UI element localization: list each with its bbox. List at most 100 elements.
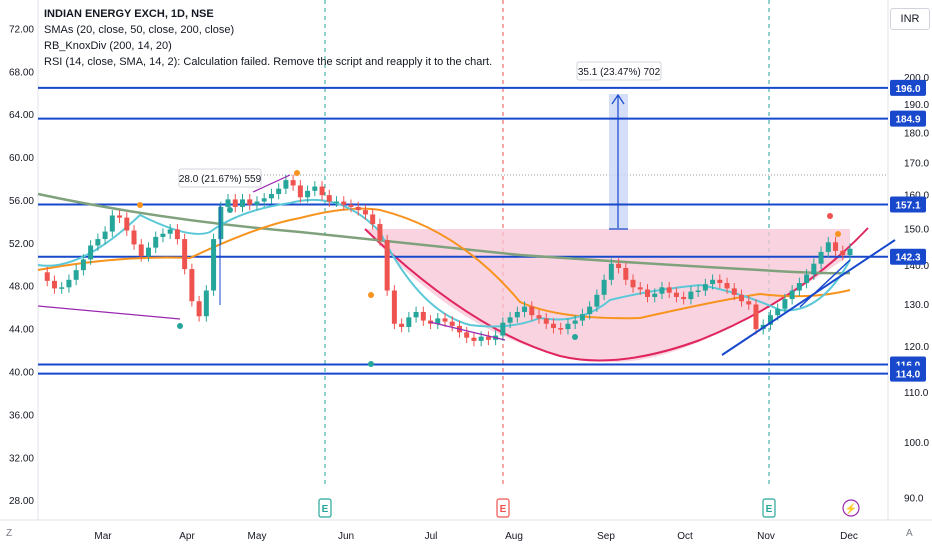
candle-body — [666, 287, 672, 293]
sma-legend: SMAs (20, close, 50, close, 200, close) — [44, 24, 235, 36]
candle-body — [529, 306, 535, 316]
candle-body — [818, 251, 824, 264]
time-axis-tick: Mar — [94, 531, 112, 542]
left-axis-tick: 36.00 — [9, 410, 34, 421]
timezone-button[interactable]: Z — [6, 528, 13, 539]
candle-body — [811, 263, 817, 275]
left-axis-tick: 44.00 — [9, 325, 34, 336]
candle-body — [66, 279, 72, 288]
level-price-label: 196.0 — [895, 84, 920, 95]
candle-body — [268, 194, 274, 199]
currency-button[interactable]: INR — [890, 8, 930, 30]
candle-body — [724, 283, 730, 289]
candle-body — [435, 318, 441, 324]
candle-body — [362, 210, 368, 215]
candle-body — [464, 332, 470, 338]
left-axis-tick: 52.00 — [9, 239, 34, 250]
candle-body — [211, 239, 217, 291]
candle-body — [413, 311, 419, 318]
pivot-dot — [835, 231, 841, 237]
candle-body — [731, 288, 737, 295]
candle-body — [406, 317, 412, 327]
pivot-dot — [227, 207, 233, 213]
candle-body — [174, 229, 180, 240]
candle-body — [348, 204, 354, 207]
candle-body — [240, 199, 245, 207]
candle-body — [471, 337, 477, 341]
candle-body — [702, 284, 708, 291]
level-price-tag — [890, 365, 926, 382]
candle-body — [399, 323, 405, 327]
candle-body — [623, 268, 629, 280]
candle-body — [109, 215, 115, 232]
candle-body — [182, 239, 188, 270]
candle-body — [261, 198, 267, 202]
time-axis-tick: Jul — [425, 531, 438, 542]
right-axis-tick: 160.0 — [904, 190, 929, 201]
candle-body — [88, 245, 94, 260]
candle-body — [225, 199, 231, 207]
pivot-dot — [177, 323, 183, 329]
candle-body — [652, 293, 658, 297]
candle-body — [608, 263, 614, 280]
right-axis-tick: 150.0 — [904, 224, 929, 235]
candle-body — [789, 290, 795, 300]
candle-body — [717, 279, 723, 284]
candle-body — [565, 323, 571, 330]
candle-body — [442, 318, 448, 322]
candle-body — [283, 180, 289, 189]
candle-body — [138, 244, 144, 257]
measure-label-box — [576, 61, 662, 81]
rsi-legend: RSI (14, close, SMA, 14, 2): Calculation… — [44, 56, 493, 68]
candle-body — [384, 240, 390, 291]
sma50-line — [37, 207, 851, 320]
earnings-marker — [318, 498, 332, 518]
level-price-label: 184.9 — [895, 115, 920, 126]
level-price-tag — [890, 248, 926, 265]
candle-body — [391, 290, 397, 324]
level-price-label: 114.0 — [896, 370, 921, 381]
pivot-dot — [368, 292, 374, 298]
right-axis-tick: 120.0 — [904, 342, 929, 353]
candle-body — [739, 294, 745, 302]
candle-body — [485, 336, 491, 340]
candle-body — [767, 315, 773, 325]
time-axis-tick: May — [248, 531, 267, 542]
event-marker-label: E — [500, 504, 507, 515]
candle-body — [688, 291, 694, 300]
left-axis-tick: 28.00 — [9, 496, 34, 507]
right-axis-tick: 180.0 — [904, 128, 929, 139]
level-price-label: 157.1 — [895, 201, 920, 212]
divergence-line — [429, 321, 506, 341]
candle-body — [681, 296, 687, 300]
candle-body — [189, 269, 195, 302]
candle-body — [44, 272, 50, 281]
cup-area — [365, 229, 850, 362]
candle-body — [80, 259, 86, 271]
time-axis-tick: Apr — [179, 531, 195, 542]
left-axis-tick: 32.00 — [9, 453, 34, 464]
candle-body — [594, 294, 600, 307]
candle-body — [695, 290, 701, 293]
level-price-label: 142.3 — [895, 253, 920, 264]
candle-body — [218, 206, 224, 240]
candle-body — [847, 248, 853, 256]
left-axis-tick: 72.00 — [9, 24, 34, 35]
candle-body — [334, 201, 340, 204]
auto-scale-button[interactable]: A — [906, 528, 913, 539]
right-axis-tick: 170.0 — [904, 158, 929, 169]
pivot-dot — [827, 213, 833, 219]
candle-body — [804, 274, 810, 284]
sma200-line — [37, 192, 851, 275]
candle-body — [305, 190, 311, 198]
candle-body — [312, 186, 318, 191]
candle-body — [500, 322, 506, 336]
time-axis-tick: Dec — [840, 531, 858, 542]
knoxdiv-legend: RB_KnoxDiv (200, 14, 20) — [44, 40, 172, 52]
candle-body — [833, 242, 839, 251]
right-axis-tick: 110.0 — [904, 388, 929, 399]
candle-body — [507, 317, 513, 323]
right-axis-tick: 130.0 — [904, 300, 929, 311]
candle-body — [124, 217, 130, 231]
